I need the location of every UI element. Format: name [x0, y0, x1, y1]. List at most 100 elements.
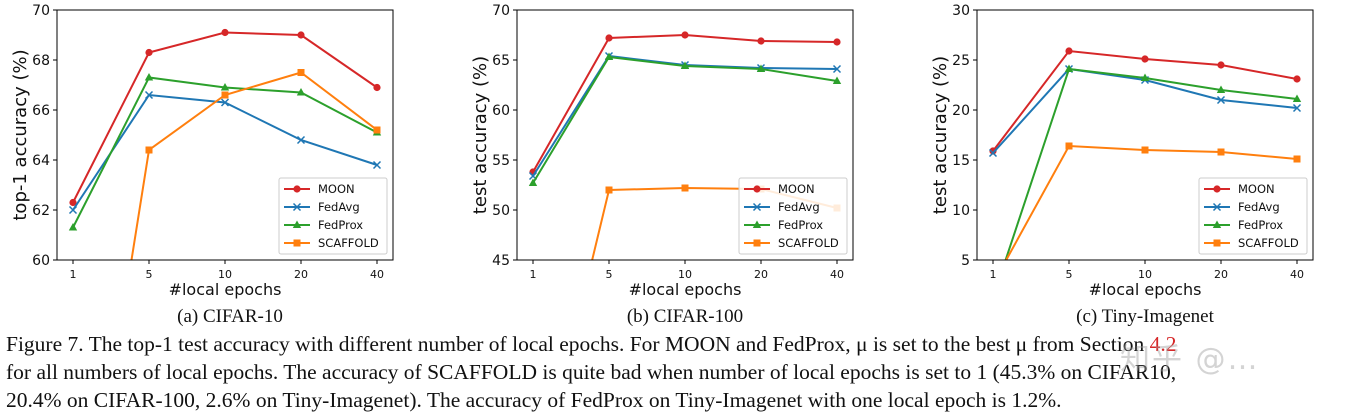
- data-point-marker: [68, 223, 78, 231]
- chart-legend: MOON FedAvg FedProx SCAFFOLD: [738, 177, 848, 255]
- x-tick-label: 40: [1290, 268, 1304, 281]
- y-axis-label: test accuracy (%): [470, 56, 491, 214]
- data-point-marker: [68, 205, 78, 215]
- y-tick-label: 62: [32, 203, 50, 219]
- legend-label: FedProx: [1238, 218, 1283, 232]
- y-tick-label: 45: [492, 253, 510, 269]
- y-axis-label: top-1 accuracy (%): [10, 49, 31, 220]
- data-point-marker: [832, 76, 842, 84]
- x-tick-label: 5: [606, 268, 613, 281]
- data-point-marker: [753, 239, 761, 247]
- data-point-marker: [752, 202, 762, 212]
- y-tick-label: 55: [492, 153, 510, 169]
- x-tick-label: 20: [294, 268, 308, 281]
- legend-label: FedProx: [778, 218, 823, 232]
- legend-label: FedAvg: [1238, 200, 1280, 214]
- legend-label: MOON: [1238, 182, 1275, 196]
- data-point-marker: [1292, 94, 1302, 102]
- data-point-marker: [292, 202, 302, 212]
- chart-legend: MOON FedAvg FedProx SCAFFOLD: [1198, 177, 1308, 255]
- x-tick-label: 1: [70, 268, 77, 281]
- data-point-marker: [1065, 142, 1073, 150]
- series-line-moon: [72, 31, 378, 203]
- data-point-marker: [1141, 146, 1149, 154]
- y-tick-label: 60: [32, 253, 50, 269]
- data-point-marker: [221, 91, 229, 99]
- data-point-marker: [220, 98, 230, 107]
- x-tick-label: 40: [830, 268, 844, 281]
- y-tick-label: 25: [952, 53, 970, 69]
- data-point-marker: [145, 146, 153, 154]
- y-axis-label: test accuracy (%): [930, 56, 951, 214]
- x-tick-label: 40: [370, 268, 384, 281]
- data-point-marker: [1217, 148, 1225, 156]
- x-tick-label: 10: [218, 268, 232, 281]
- data-point-marker: [144, 90, 154, 100]
- series-line-moon: [992, 49, 1298, 152]
- data-point-marker: [373, 126, 381, 134]
- data-point-marker: [293, 239, 301, 247]
- y-tick-label: 65: [492, 53, 510, 69]
- section-reference-link[interactable]: 4.2: [1149, 332, 1177, 356]
- data-point-marker: [680, 61, 690, 69]
- data-point-marker: [296, 135, 306, 145]
- data-point-marker: [1212, 202, 1222, 212]
- legend-label: SCAFFOLD: [1238, 236, 1299, 250]
- y-tick-label: 10: [952, 203, 970, 219]
- x-tick-label: 1: [990, 268, 997, 281]
- y-tick-label: 66: [32, 103, 50, 119]
- chart-panel-a: 60 62 64 66 68 70 1 5 10 20 40 #local epochs top-1 a…: [0, 0, 460, 300]
- chart-panel-b: 45 50 55 60 65 70 1 5 10 20 40 #local epochs test ac…: [460, 0, 920, 300]
- data-point-marker: [605, 34, 613, 42]
- series-line-fedavg: [992, 67, 1298, 154]
- data-point-marker: [1064, 64, 1074, 72]
- subcaption-b: (b) CIFAR-100: [626, 306, 744, 327]
- y-tick-label: 30: [952, 3, 970, 19]
- x-axis-label: #local epochs: [629, 280, 742, 299]
- figure-caption: Figure 7. The top-1 test accuracy with d…: [6, 330, 1358, 414]
- x-axis-label: #local epochs: [169, 280, 282, 299]
- data-point-marker: [988, 148, 998, 158]
- caption-line-2: for all numbers of local epochs. The acc…: [6, 360, 1177, 384]
- data-point-marker: [1216, 85, 1226, 93]
- legend-label: FedProx: [318, 218, 363, 232]
- data-point-marker: [296, 88, 306, 96]
- caption-line-1: Figure 7. The top-1 test accuracy with d…: [6, 332, 1177, 356]
- data-point-marker: [297, 69, 305, 76]
- y-tick-label: 50: [492, 203, 510, 219]
- data-point-marker: [757, 37, 765, 45]
- x-tick-label: 20: [754, 268, 768, 281]
- data-point-marker: [1216, 95, 1226, 105]
- data-point-marker: [221, 28, 229, 37]
- data-point-marker: [144, 73, 154, 81]
- legend-label: FedAvg: [778, 200, 820, 214]
- caption-line-3: 20.4% on CIFAR-100, 2.6% on Tiny-Imagene…: [6, 388, 1062, 412]
- data-point-marker: [293, 185, 301, 193]
- chart-legend: MOON FedAvg FedProx SCAFFOLD: [278, 177, 388, 255]
- data-point-marker: [220, 83, 230, 91]
- series-line-fedprox: [532, 55, 838, 184]
- data-point-marker: [681, 31, 689, 39]
- data-point-marker: [1065, 47, 1073, 55]
- data-point-marker: [989, 147, 997, 155]
- data-point-marker: [69, 198, 77, 207]
- data-point-marker: [1140, 73, 1150, 81]
- legend-label: FedAvg: [318, 200, 360, 214]
- subcaption-c: (c) Tiny-Imagenet: [1076, 306, 1214, 327]
- data-point-marker: [1141, 55, 1149, 63]
- y-tick-label: 5: [961, 253, 970, 269]
- x-tick-label: 10: [1138, 268, 1152, 281]
- legend-label: SCAFFOLD: [778, 236, 839, 250]
- data-point-marker: [753, 185, 761, 193]
- data-point-marker: [292, 220, 302, 228]
- data-point-marker: [833, 38, 841, 46]
- y-tick-label: 60: [492, 103, 510, 119]
- x-tick-label: 5: [1066, 268, 1073, 281]
- y-tick-label: 70: [492, 3, 510, 19]
- data-point-marker: [1292, 103, 1302, 113]
- y-tick-label: 68: [32, 53, 50, 69]
- data-point-marker: [297, 31, 305, 39]
- line-chart-cifar10: 60 62 64 66 68 70 1 5 10 20 40 #local epochs top-1 a…: [10, 3, 394, 299]
- data-point-marker: [1212, 220, 1222, 228]
